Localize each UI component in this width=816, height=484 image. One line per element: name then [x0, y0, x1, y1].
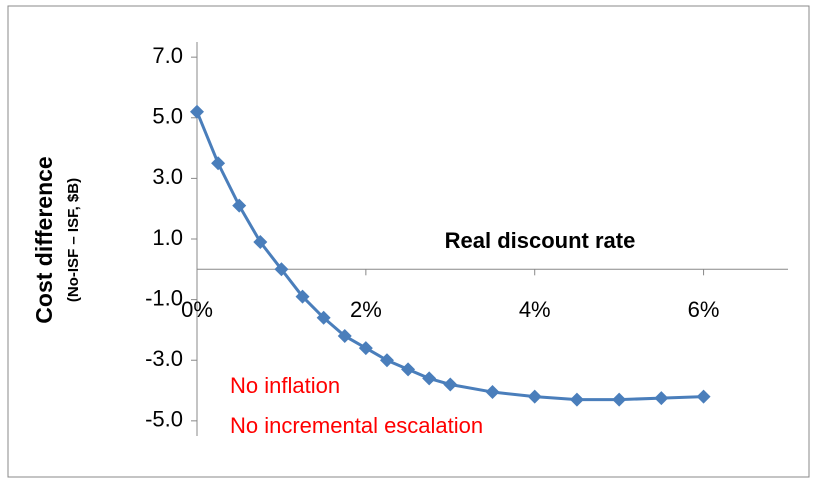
y-tick-label: 3.0	[152, 164, 183, 189]
marker	[337, 328, 352, 343]
chart-border	[7, 5, 810, 478]
marker	[232, 198, 247, 213]
marker	[358, 341, 373, 356]
y-axis-title: Cost difference	[31, 156, 57, 323]
marker	[654, 391, 669, 406]
marker	[696, 389, 711, 404]
annotation: No incremental escalation	[230, 413, 483, 438]
marker	[569, 392, 584, 407]
marker	[443, 377, 458, 392]
x-axis-title: Real discount rate	[445, 228, 636, 253]
marker	[295, 289, 310, 304]
y-tick-label: -5.0	[145, 407, 183, 432]
x-tick-label: 4%	[519, 297, 551, 322]
marker	[485, 385, 500, 400]
marker	[274, 262, 289, 277]
y-tick-label: -3.0	[145, 346, 183, 371]
x-tick-label: 0%	[181, 297, 213, 322]
marker	[527, 389, 542, 404]
marker	[190, 104, 204, 119]
marker	[401, 362, 416, 377]
marker	[422, 371, 437, 386]
y-tick-label: 1.0	[152, 225, 183, 250]
y-tick-label: 5.0	[152, 104, 183, 129]
marker	[253, 235, 268, 250]
y-axis-subtitle: (No-ISF – ISF, $B)	[65, 178, 82, 302]
y-tick-label: -1.0	[145, 285, 183, 310]
marker	[612, 392, 627, 407]
x-tick-label: 6%	[688, 297, 720, 322]
marker	[379, 353, 394, 368]
y-tick-label: 7.0	[152, 43, 183, 68]
marker	[316, 310, 331, 325]
marker	[211, 156, 226, 171]
x-tick-label: 2%	[350, 297, 382, 322]
annotation: No inflation	[230, 373, 340, 398]
